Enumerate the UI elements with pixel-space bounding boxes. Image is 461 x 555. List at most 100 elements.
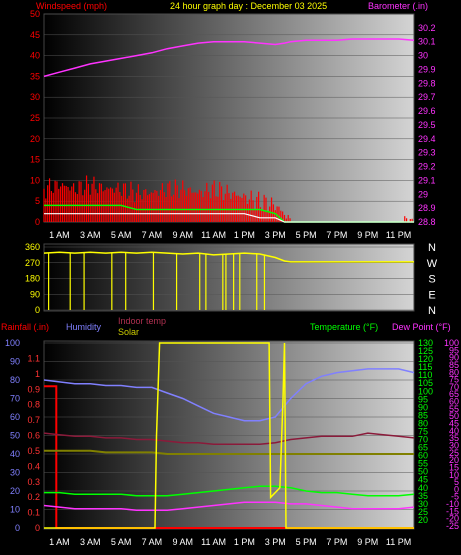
windspeed-axis-title: Windspeed (mph): [36, 1, 107, 11]
hour-tick-label: 5 AM: [111, 537, 132, 547]
barometer-tick-label: 30.1: [418, 37, 436, 47]
barometer-tick-label: 29.1: [418, 175, 436, 185]
direction-tick-label: 90: [30, 289, 40, 299]
barometer-tick-label: 29.7: [418, 92, 436, 102]
rainfall-tick-label: 0.9: [27, 384, 40, 394]
temperature-tick-label: 85: [418, 410, 428, 420]
wind-tick-label: 0: [35, 217, 40, 227]
dewpoint-tick-label: -15: [446, 506, 459, 516]
hour-tick-label: 3 AM: [80, 230, 101, 240]
rainfall-tick-label: 1: [35, 369, 40, 379]
temp-panel: [43, 340, 415, 530]
hour-tick-label: 5 PM: [296, 230, 317, 240]
humidity-tick-label: 50: [10, 431, 20, 441]
compass-label: W: [427, 258, 438, 270]
hour-tick-label: 9 PM: [357, 537, 378, 547]
humidity-tick-label: 0: [15, 523, 20, 533]
temperature-tick-label: 40: [418, 483, 428, 493]
barometer-tick-label: 29.8: [418, 78, 436, 88]
rainfall-tick-label: 0: [35, 523, 40, 533]
dewpoint-tick-label: -10: [446, 499, 459, 509]
rainfall-axis-title: Rainfall (.in): [1, 322, 49, 332]
hour-tick-label: 11 PM: [386, 230, 411, 240]
dewpoint-tick-label: 20: [449, 455, 459, 465]
rainfall-line: [44, 385, 414, 529]
dewpoint-tick-label: 70: [449, 382, 459, 392]
temperature-line: [44, 485, 415, 497]
hour-tick-label: 1 PM: [234, 537, 255, 547]
direction-tick-label: 180: [25, 274, 40, 284]
rainfall-tick-label: 0.6: [27, 431, 40, 441]
rainfall-tick-label: 0.3: [27, 477, 40, 487]
hour-tick-label: 5 PM: [296, 537, 317, 547]
hour-tick-label: 1 AM: [49, 537, 70, 547]
wind-tick-label: 15: [30, 155, 40, 165]
dewpoint-tick-label: 85: [449, 360, 459, 370]
wind-tick-label: 50: [30, 9, 40, 19]
temperature-tick-label: 80: [418, 418, 428, 428]
dewpoint-tick-label: 90: [449, 353, 459, 363]
dewpoint-tick-label: -20: [446, 514, 459, 524]
temperature-tick-label: 105: [418, 378, 433, 388]
humidity-line: [43, 368, 415, 422]
barometer-tick-label: 29.6: [418, 106, 436, 116]
graph-title: 24 hour graph day : December 03 2025: [170, 1, 327, 11]
hour-tick-label: 5 AM: [111, 230, 132, 240]
rainfall-tick-label: 0.1: [27, 508, 40, 518]
temperature-tick-label: 100: [418, 386, 433, 396]
hour-tick-label: 3 PM: [265, 230, 286, 240]
barometer-tick-label: 29: [418, 189, 428, 199]
barometer-tick-label: 29.5: [418, 120, 436, 130]
wind-tick-label: 30: [30, 92, 40, 102]
dewpoint-tick-label: 60: [449, 397, 459, 407]
hour-tick-label: 9 PM: [357, 230, 378, 240]
dewpoint-tick-label: 65: [449, 389, 459, 399]
temperature-tick-label: 25: [418, 507, 428, 517]
dewpoint-tick-label: 75: [449, 375, 459, 385]
axes-layer: 0510152025303540455028.828.92929.129.229…: [5, 9, 459, 547]
direction-tick-label: 360: [25, 242, 40, 252]
barometer-tick-label: 28.9: [418, 203, 436, 213]
temperature-tick-label: 75: [418, 426, 428, 436]
wind-low-line: [44, 213, 414, 223]
direction-line: [43, 251, 414, 263]
hour-tick-label: 1 PM: [234, 230, 255, 240]
hour-tick-label: 3 PM: [265, 537, 286, 547]
hour-tick-label: 7 PM: [326, 537, 347, 547]
solar-average-line: [44, 449, 414, 455]
temperature-tick-label: 55: [418, 459, 428, 469]
direction-tick-label: 270: [25, 258, 40, 268]
temperature-tick-label: 50: [418, 467, 428, 477]
dewpoint-tick-label: 100: [444, 338, 459, 348]
wind-tick-label: 40: [30, 51, 40, 61]
indoor-temp-line: [43, 432, 415, 446]
temperature-tick-label: 20: [418, 515, 428, 525]
hour-tick-label: 11 AM: [201, 230, 226, 240]
temperature-tick-label: 130: [418, 338, 433, 348]
dewpoint-tick-label: 40: [449, 426, 459, 436]
dewpoint-tick-label: 15: [449, 462, 459, 472]
barometer-tick-label: 29.4: [418, 134, 436, 144]
hour-tick-label: 11 AM: [201, 537, 226, 547]
rainfall-tick-label: 1.1: [27, 353, 40, 363]
humidity-tick-label: 20: [10, 486, 20, 496]
humidity-tick-label: 90: [10, 357, 20, 367]
rainfall-tick-label: 0.5: [27, 446, 40, 456]
hour-tick-label: 3 AM: [80, 537, 101, 547]
barometer-tick-label: 30: [418, 51, 428, 61]
humidity-tick-label: 70: [10, 394, 20, 404]
dewpoint-tick-label: 25: [449, 448, 459, 458]
direction-panel: [43, 243, 415, 312]
hour-tick-label: 9 AM: [172, 537, 193, 547]
barometer-tick-label: 29.9: [418, 64, 436, 74]
temperature-tick-label: 115: [418, 362, 432, 372]
wind-tick-label: 45: [30, 30, 40, 40]
wind-tick-label: 5: [35, 196, 40, 206]
dewpoint-tick-label: 45: [449, 419, 459, 429]
solar-line: [44, 342, 414, 529]
humidity-tick-label: 40: [10, 449, 20, 459]
compass-label: N: [428, 242, 436, 254]
wind-tick-label: 35: [30, 71, 40, 81]
temperature-tick-label: 30: [418, 499, 428, 509]
